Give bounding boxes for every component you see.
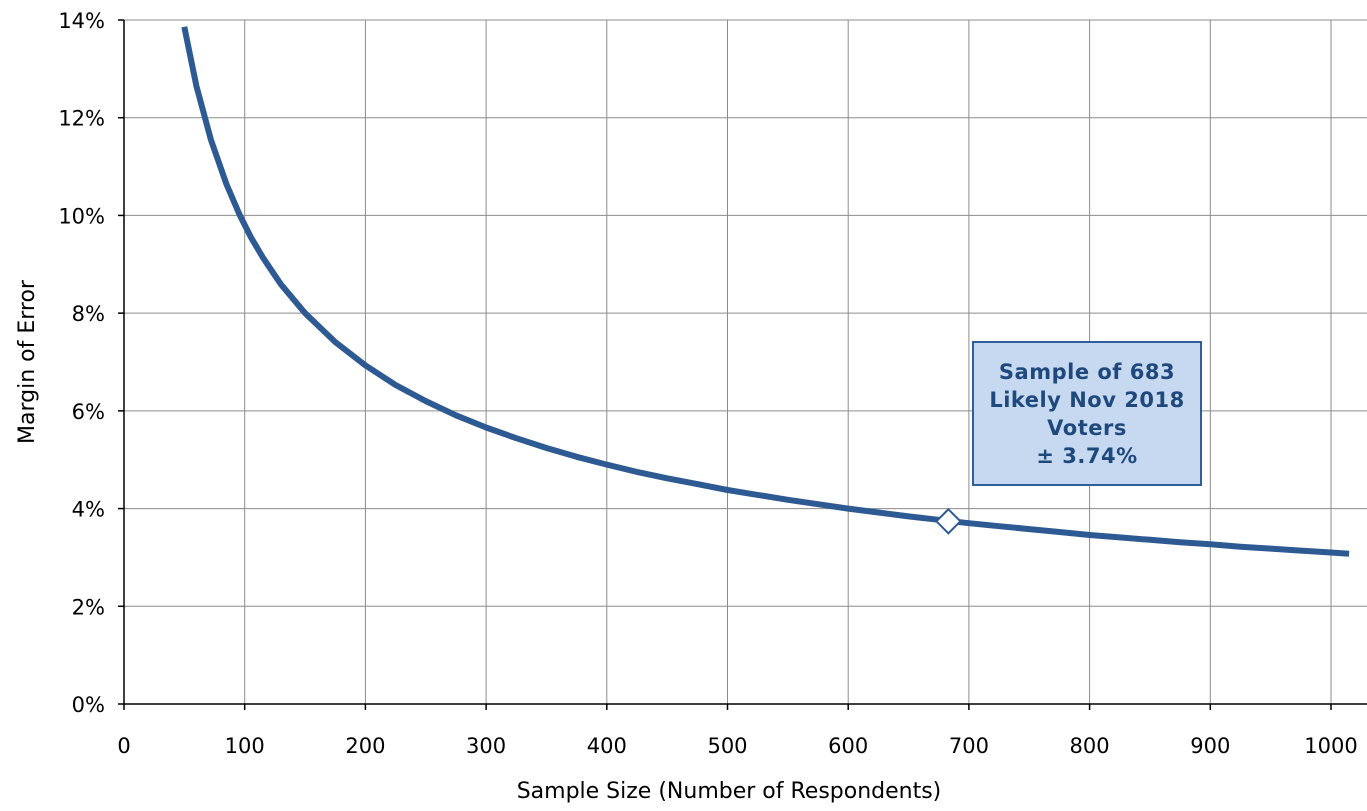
callout-line-1: Sample of 683 [998,359,1176,384]
y-tick-label: 0% [72,693,105,717]
x-tick-label: 1000 [1304,734,1357,758]
callout-line-4: ± 3.74% [1036,443,1138,468]
y-tick-label: 10% [58,204,105,228]
y-tick-labels: 0% 2% 4% 6% 8% 10% 12% 14% [58,9,105,717]
x-tick-label: 500 [707,734,747,758]
highlight-group [934,507,962,535]
y-tick-label: 8% [72,302,105,326]
y-tick-label: 4% [72,498,105,522]
x-tick-label: 400 [587,734,627,758]
y-tick-label: 6% [72,400,105,424]
x-tick-label: 200 [345,734,385,758]
highlight-marker [934,507,962,535]
x-tick-label: 800 [1070,734,1110,758]
callout-line-2: Likely Nov 2018 [989,387,1185,412]
x-tick-label: 900 [1190,734,1230,758]
x-tick-labels: 0 100 200 300 400 500 600 700 800 900 1000 [117,734,1357,758]
x-tick-label: 600 [828,734,868,758]
x-tick-label: 100 [225,734,265,758]
y-tick-label: 14% [58,9,105,33]
y-tick-label: 2% [72,595,105,619]
x-tick-label: 0 [117,734,130,758]
x-tick-label: 300 [466,734,506,758]
x-tick-label: 700 [949,734,989,758]
y-tick-label: 12% [58,107,105,131]
sample-callout: Sample of 683 Likely Nov 2018 Voters ± 3… [972,341,1202,486]
y-axis-title: Margin of Error [15,279,40,444]
axes [118,19,1367,710]
x-axis-title: Sample Size (Number of Respondents) [517,779,942,804]
margin-of-error-line [181,26,1350,557]
callout-line-3: Voters [1047,415,1127,440]
series-group [181,26,1350,557]
